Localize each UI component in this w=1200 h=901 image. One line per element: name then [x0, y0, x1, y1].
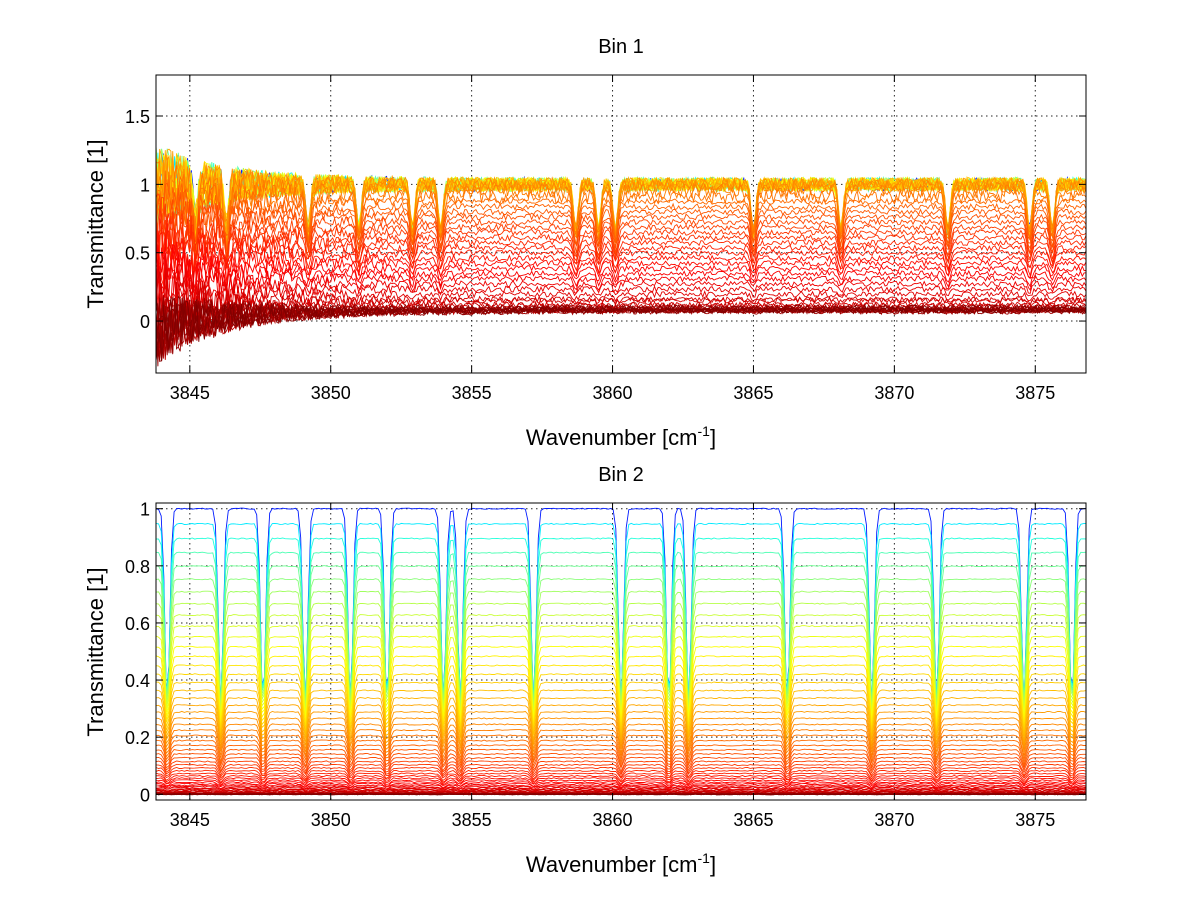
series-line: [155, 181, 1087, 249]
x-tick-label: 3875: [1015, 383, 1055, 403]
x-tick-label: 3865: [733, 383, 773, 403]
series-group: [155, 145, 1087, 367]
y-axis-label: Transmittance [1]: [83, 139, 108, 308]
series-line: [155, 182, 1087, 260]
series-line: [155, 793, 1087, 796]
x-tick-label: 3845: [170, 383, 210, 403]
y-tick-label: 0.6: [125, 614, 150, 634]
x-tick-label: 3855: [452, 810, 492, 830]
series-line: [155, 748, 1086, 768]
series-line: [155, 774, 1087, 784]
x-axis-label-text: Wavenumber [cm: [526, 425, 698, 450]
x-tick-label: 3865: [733, 810, 773, 830]
series-line: [155, 786, 1087, 791]
x-axis-label-superscript: -1: [698, 423, 711, 439]
series-line: [155, 251, 1087, 313]
x-tick-label: 3860: [593, 383, 633, 403]
series-line: [155, 267, 1087, 318]
series-line: [155, 590, 1087, 710]
chart-title: Bin 1: [598, 36, 644, 58]
y-tick-labels: 0 0.2 0.4 0.6 0.8 1: [125, 500, 150, 806]
series-group: [155, 507, 1087, 796]
y-tick-label: 0.4: [125, 671, 150, 691]
series-line: [155, 704, 1087, 744]
x-axis-label: Wavenumber [cm-1]: [526, 423, 716, 450]
series-line: [155, 257, 1087, 317]
series-line: [155, 763, 1087, 777]
x-tick-label: 3850: [311, 383, 351, 403]
series-line: [155, 779, 1087, 786]
series-line: [155, 752, 1086, 770]
series-line: [155, 710, 1087, 747]
y-tick-label: 0: [140, 785, 150, 805]
y-tick-label: 1: [140, 175, 150, 195]
series-line: [155, 697, 1087, 741]
series-line: [155, 243, 1087, 298]
series-line: [155, 744, 1086, 766]
series-line: [155, 294, 1087, 353]
x-tick-label: 3845: [170, 810, 210, 830]
series-line: [155, 760, 1087, 775]
x-axis-label: Wavenumber [cm-1]: [526, 850, 716, 877]
series-line: [155, 766, 1087, 778]
series-line: [155, 734, 1087, 760]
series-line: [155, 297, 1087, 362]
series-line: [155, 234, 1087, 295]
x-tick-label: 3875: [1015, 810, 1055, 830]
x-axis-label-end: ]: [710, 852, 716, 877]
chart-bin-2: Bin 2 3845 3850 3855 3860 3865 3870 3875 00.20…: [83, 464, 1087, 877]
x-axis-label-superscript: -1: [698, 850, 711, 866]
y-axis-label: Transmittance [1]: [83, 567, 108, 736]
series-line: [155, 756, 1087, 773]
x-axis-label-end: ]: [710, 425, 716, 450]
y-tick-label: 0.8: [125, 557, 150, 577]
series-line: [155, 777, 1087, 785]
series-line: [155, 165, 1087, 256]
y-tick-label: 1.5: [125, 107, 150, 127]
series-line: [155, 787, 1087, 792]
plot-frame: [155, 74, 1087, 374]
series-line: [155, 729, 1087, 756]
grid-lines: [156, 503, 1086, 800]
series-line: [155, 723, 1086, 753]
series-line: [155, 223, 1087, 285]
y-tick-label: 0.5: [125, 244, 150, 264]
chart-title: Bin 2: [598, 464, 644, 486]
tick-marks: [156, 503, 1086, 800]
series-line: [155, 551, 1087, 708]
x-tick-label: 3870: [874, 383, 914, 403]
series-line: [156, 782, 1087, 789]
x-tick-label: 3855: [452, 383, 492, 403]
series-line: [155, 196, 1087, 263]
x-tick-label: 3860: [593, 810, 633, 830]
x-tick-label: 3870: [874, 810, 914, 830]
series-line: [155, 294, 1087, 354]
series-line: [155, 240, 1087, 300]
series-line: [155, 578, 1087, 709]
series-line: [155, 537, 1087, 707]
series-line: [155, 785, 1087, 791]
series-line: [155, 772, 1087, 782]
series-line: [155, 781, 1087, 787]
tick-marks: [156, 75, 1086, 373]
series-line: [155, 717, 1086, 750]
series-line: [155, 769, 1087, 780]
series-line: [155, 784, 1087, 790]
plot-frame: [155, 502, 1087, 801]
y-tick-label: 0: [140, 312, 150, 332]
chart-bin-1: Bin 1 3845 3850 3855 3860 3865 3870 3875 0 0.5 1…: [83, 36, 1087, 450]
series-line: [155, 218, 1087, 276]
series-line: [155, 170, 1087, 251]
x-tick-label: 3850: [311, 810, 351, 830]
x-axis-label-text: Wavenumber [cm: [526, 852, 698, 877]
y-tick-label: 1: [140, 500, 150, 520]
y-tick-labels: 0 0.5 1 1.5: [125, 107, 150, 332]
x-tick-labels: 3845 3850 3855 3860 3865 3870 3875: [170, 810, 1056, 830]
x-tick-labels: 3845 3850 3855 3860 3865 3870 3875: [170, 383, 1056, 403]
series-line: [155, 209, 1087, 269]
y-tick-label: 0.2: [125, 728, 150, 748]
series-line: [155, 212, 1087, 275]
series-line: [155, 739, 1087, 763]
